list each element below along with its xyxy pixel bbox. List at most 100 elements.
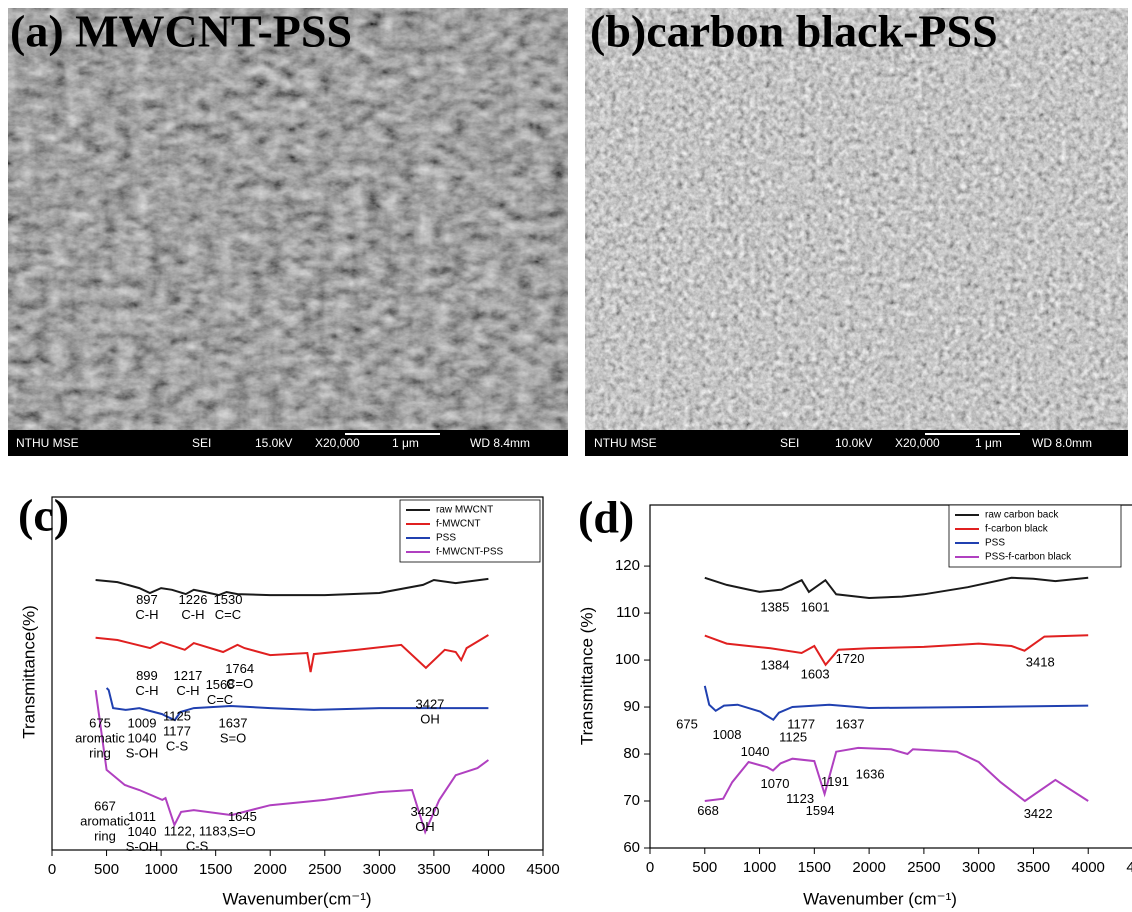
y-tick-label: 110 bbox=[616, 604, 640, 621]
y-tick-label: 90 bbox=[623, 698, 640, 715]
panel-label: (b)carbon black-PSS bbox=[590, 6, 998, 57]
annotation: 1226C-H bbox=[179, 593, 208, 623]
x-tick-label: 3000 bbox=[363, 861, 396, 878]
annotation-line: 1603 bbox=[801, 667, 830, 682]
x-tick-label: 1000 bbox=[144, 861, 177, 878]
annotation-line: 1594 bbox=[806, 803, 835, 818]
figure: (a) MWCNT-PSS NTHU MSE SEI 15.0kV X20,00… bbox=[0, 0, 1132, 912]
y-tick-label: 120 bbox=[615, 557, 640, 574]
sem-info: NTHU MSE bbox=[16, 436, 79, 450]
sem-info: NTHU MSE bbox=[594, 436, 657, 450]
annotation-line: aromatic bbox=[75, 731, 125, 746]
annotation-line: C-S bbox=[186, 839, 209, 854]
x-tick-label: 0 bbox=[646, 859, 654, 876]
legend-label: f-MWCNT bbox=[436, 519, 480, 530]
annotation: 1601 bbox=[801, 600, 830, 615]
x-tick-label: 1500 bbox=[798, 859, 831, 876]
annotation-line: 1530 bbox=[214, 593, 243, 608]
legend-label: f-carbon black bbox=[985, 524, 1049, 535]
panel-label: (a) MWCNT-PSS bbox=[10, 6, 352, 57]
sem-info: WD 8.4mm bbox=[470, 436, 530, 450]
annotation: 1070 bbox=[761, 776, 790, 791]
panel-label: (c) bbox=[18, 490, 69, 541]
sem-info: SEI bbox=[192, 436, 211, 450]
annotation-line: aromatic bbox=[80, 814, 130, 829]
annotation-line: 1385 bbox=[760, 600, 789, 615]
annotation: 1637S=O bbox=[219, 716, 248, 746]
annotation-line: 1384 bbox=[761, 658, 790, 673]
annotation: 668 bbox=[697, 803, 719, 818]
annotation: 1636 bbox=[856, 767, 885, 782]
annotation-line: 1764 bbox=[225, 661, 254, 676]
annotation-line: C-H bbox=[135, 683, 158, 698]
annotation-line: ring bbox=[89, 746, 111, 761]
y-tick-label: 80 bbox=[623, 745, 640, 762]
annotation-line: 1177 bbox=[787, 717, 815, 732]
x-axis-label: Wavenumber (cm⁻¹) bbox=[803, 889, 957, 908]
annotation: 1008 bbox=[713, 728, 742, 743]
sem-info: X20,000 bbox=[315, 436, 360, 450]
panel-label: (d) bbox=[578, 492, 634, 543]
x-tick-label: 0 bbox=[48, 861, 56, 878]
annotation-line: C=C bbox=[215, 608, 241, 623]
annotation-line: 1191 bbox=[821, 775, 849, 790]
x-tick-label: 2000 bbox=[254, 861, 287, 878]
annotation: 1594 bbox=[806, 803, 835, 818]
annotation-line: 1040 bbox=[128, 825, 157, 840]
annotation-line: 3427 bbox=[415, 697, 444, 712]
annotation-line: C=C bbox=[207, 692, 233, 707]
annotation-line: 1637 bbox=[219, 716, 248, 731]
annotation-line: 1636 bbox=[856, 767, 885, 782]
annotation: 1603 bbox=[801, 667, 830, 682]
sem-info: 15.0kV bbox=[255, 436, 292, 450]
x-tick-label: 2500 bbox=[308, 861, 341, 878]
x-tick-label: 1000 bbox=[743, 859, 776, 876]
annotation: 675 bbox=[676, 717, 698, 732]
annotation-line: 1040 bbox=[741, 745, 770, 760]
annotation-line: 1637 bbox=[836, 717, 865, 732]
annotation: 1764C=O bbox=[225, 661, 254, 691]
annotation: 1720 bbox=[836, 651, 865, 666]
annotation-line: C-S bbox=[166, 739, 189, 754]
annotation-line: 675 bbox=[676, 717, 698, 732]
annotation: 1040 bbox=[741, 745, 770, 760]
sem-info: 10.0kV bbox=[835, 436, 872, 450]
annotation: 1530C=C bbox=[214, 593, 243, 623]
x-tick-label: 500 bbox=[94, 861, 119, 878]
annotation: 1125 bbox=[779, 730, 807, 745]
x-tick-label: 2000 bbox=[852, 859, 885, 876]
sem-info: SEI bbox=[780, 436, 799, 450]
annotation: 1177 bbox=[787, 717, 815, 732]
annotation-line: 1125 bbox=[779, 730, 807, 745]
sem-texture-a bbox=[8, 8, 568, 430]
x-tick-label: 4000 bbox=[472, 861, 505, 878]
annotation-line: 675 bbox=[89, 716, 111, 731]
x-tick-label: 3500 bbox=[1017, 859, 1050, 876]
annotation-line: 3420 bbox=[410, 804, 439, 819]
annotation-line: 1601 bbox=[801, 600, 830, 615]
sem-texture-b bbox=[585, 8, 1128, 430]
annotation-line: ring bbox=[94, 829, 116, 844]
annotation: 10091040S-OH bbox=[126, 716, 159, 761]
annotation-line: C-H bbox=[176, 683, 199, 698]
y-axis-label: Transmittance(%) bbox=[19, 605, 38, 739]
y-axis-label: Transmittance (%) bbox=[577, 607, 596, 745]
annotation-line: 3418 bbox=[1026, 655, 1055, 670]
x-tick-label: 4500 bbox=[1126, 859, 1132, 876]
x-tick-label: 4000 bbox=[1072, 859, 1105, 876]
annotation-line: 668 bbox=[697, 803, 719, 818]
annotation-line: 1226 bbox=[179, 593, 208, 608]
x-axis-label: Wavenumber(cm⁻¹) bbox=[222, 889, 371, 908]
annotation: 1637 bbox=[836, 717, 865, 732]
annotation-line: 1040 bbox=[128, 731, 157, 746]
annotation-line: 1070 bbox=[761, 776, 790, 791]
annotation-line: 1125 bbox=[163, 709, 191, 724]
annotation-line: OH bbox=[420, 712, 440, 727]
annotation-line: 1177 bbox=[163, 724, 191, 739]
x-tick-label: 500 bbox=[692, 859, 717, 876]
annotation-line: 1720 bbox=[836, 651, 865, 666]
x-tick-label: 3000 bbox=[962, 859, 995, 876]
